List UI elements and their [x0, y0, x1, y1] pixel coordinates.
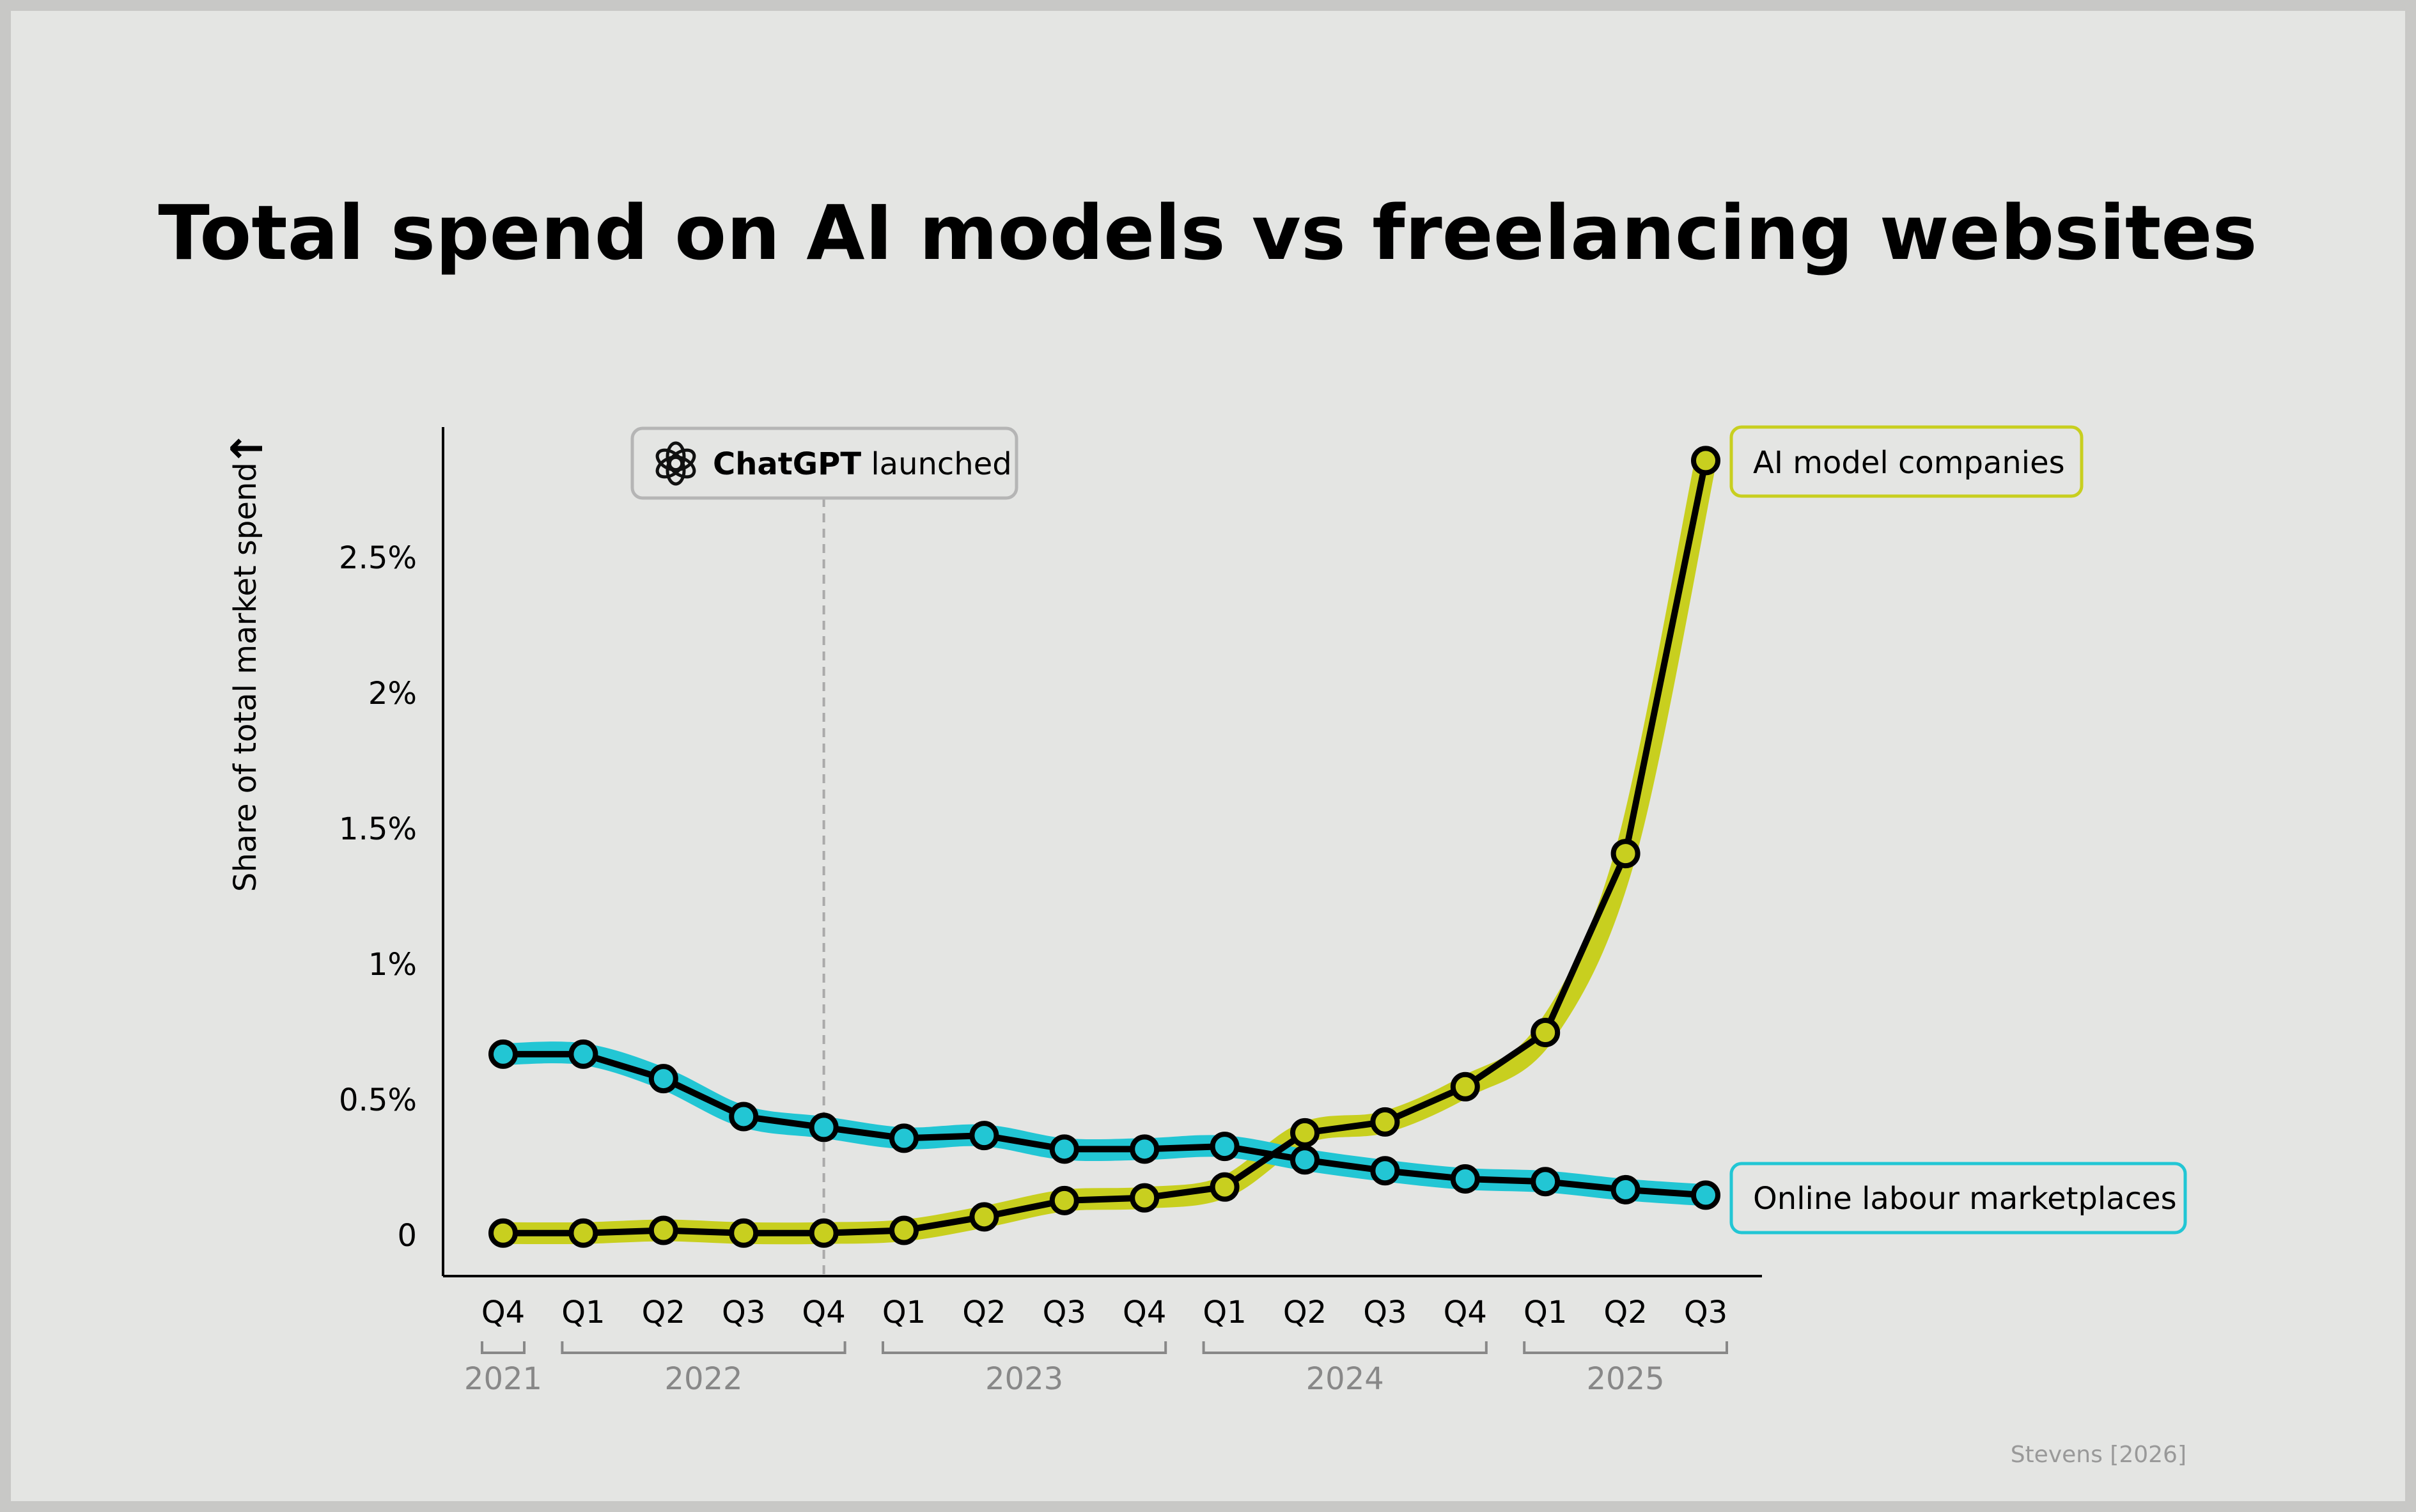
- x-tick-label: Q4: [802, 1295, 845, 1330]
- data-point: [1290, 1145, 1320, 1175]
- data-point: [1450, 1072, 1480, 1102]
- annotation-label-bold: ChatGPT: [713, 446, 861, 482]
- data-point: [1370, 1156, 1400, 1186]
- data-point: [648, 1215, 678, 1245]
- annotation-callout: ChatGPT launched: [630, 426, 1018, 500]
- year-bracket: [481, 1341, 526, 1354]
- data-point: [889, 1123, 919, 1153]
- x-tick-label: Q2: [962, 1295, 1006, 1330]
- data-point: [1531, 1018, 1561, 1047]
- annotation-label-rest: launched: [861, 446, 1012, 482]
- data-point: [1130, 1183, 1160, 1213]
- year-groups: 2021 2022 2023 2024 2025: [464, 1341, 1728, 1397]
- year-label: 2021: [464, 1361, 542, 1397]
- data-point: [969, 1121, 999, 1151]
- annotation-box: [630, 426, 1018, 500]
- x-tick-label: Q2: [1603, 1295, 1647, 1330]
- x-tick-label: Q4: [481, 1295, 525, 1330]
- legend-label-ai: AI model companies: [1753, 445, 2065, 481]
- year-bracket: [1523, 1341, 1728, 1354]
- year-bracket: [882, 1341, 1167, 1354]
- data-point: [969, 1202, 999, 1232]
- year-label: 2025: [1587, 1361, 1665, 1397]
- legend-box-labour: [1729, 1162, 2187, 1235]
- annotation-text: ChatGPT launched: [713, 446, 1012, 482]
- data-point: [1610, 1174, 1641, 1204]
- y-axis-title: Share of total market spend ↑: [222, 430, 273, 892]
- data-point: [729, 1102, 759, 1132]
- series-lines: [488, 446, 1720, 1248]
- x-tick-label: Q3: [1043, 1295, 1086, 1330]
- y-tick-label: 2%: [368, 676, 417, 712]
- chart-title: Total spend on AI models vs freelancing …: [158, 189, 2257, 277]
- x-tick-label: Q2: [642, 1295, 685, 1330]
- source-credit: Stevens [2026]: [2011, 1442, 2186, 1468]
- data-point: [1049, 1185, 1079, 1215]
- x-tick-label: Q1: [1203, 1295, 1246, 1330]
- data-point: [1290, 1118, 1320, 1148]
- x-tick-label: Q1: [1524, 1295, 1567, 1330]
- data-point: [488, 1039, 518, 1069]
- series-line: [500, 457, 1709, 1236]
- x-tick-label: Q1: [561, 1295, 605, 1330]
- data-point: [1130, 1134, 1160, 1164]
- legend-online-labour-marketplaces: Online labour marketplaces: [1729, 1162, 2187, 1235]
- x-tick-label: Q3: [722, 1295, 765, 1330]
- year-label: 2023: [985, 1361, 1063, 1397]
- data-point: [568, 1218, 598, 1248]
- data-point: [1691, 1180, 1720, 1210]
- chart-background: [11, 11, 2405, 1501]
- data-point: [568, 1039, 598, 1069]
- series-line: [500, 1050, 1709, 1199]
- y-axis-ticks: 0 0.5% 1% 1.5% 2% 2.5%: [339, 540, 417, 1254]
- y-axis-arrow-icon: ↑: [222, 430, 273, 467]
- y-tick-label: 1.5%: [339, 811, 417, 847]
- x-tick-label: Q2: [1283, 1295, 1327, 1330]
- y-tick-label: 1%: [368, 947, 417, 983]
- legend-label-labour: Online labour marketplaces: [1753, 1181, 2177, 1217]
- y-tick-label: 2.5%: [339, 540, 417, 576]
- year-bracket: [561, 1341, 846, 1354]
- data-point: [1610, 839, 1641, 869]
- year-label: 2024: [1306, 1361, 1384, 1397]
- data-point: [809, 1112, 839, 1142]
- y-tick-label: 0.5%: [339, 1082, 417, 1118]
- year-label: 2022: [664, 1361, 742, 1397]
- x-tick-label: Q4: [1123, 1295, 1166, 1330]
- data-point: [648, 1064, 678, 1094]
- data-point: [1049, 1134, 1079, 1164]
- data-point: [1210, 1132, 1240, 1162]
- data-point: [1370, 1107, 1400, 1137]
- x-tick-label: Q1: [882, 1295, 926, 1330]
- data-point: [889, 1215, 919, 1245]
- y-axis-label: Share of total market spend: [228, 462, 263, 892]
- x-tick-label: Q4: [1444, 1295, 1487, 1330]
- y-tick-label: 0: [397, 1218, 417, 1254]
- data-point: [1450, 1164, 1480, 1194]
- x-axis-ticks: Q4 Q1 Q2 Q3 Q4 Q1 Q2 Q3 Q4 Q1 Q2 Q3 Q4 Q1 Q2 Q3: [481, 1295, 1727, 1330]
- year-bracket: [1202, 1341, 1488, 1354]
- data-point: [729, 1218, 759, 1248]
- x-tick-label: Q3: [1363, 1295, 1407, 1330]
- data-point: [488, 1218, 518, 1248]
- legend-ai-model-companies: AI model companies: [1729, 425, 2084, 498]
- data-point: [1210, 1172, 1240, 1202]
- data-point: [1691, 446, 1720, 476]
- legend-box-ai: [1729, 425, 2084, 498]
- openai-logo-icon: [655, 441, 696, 486]
- x-tick-label: Q3: [1684, 1295, 1727, 1330]
- data-point: [809, 1218, 839, 1248]
- data-point: [1531, 1167, 1561, 1197]
